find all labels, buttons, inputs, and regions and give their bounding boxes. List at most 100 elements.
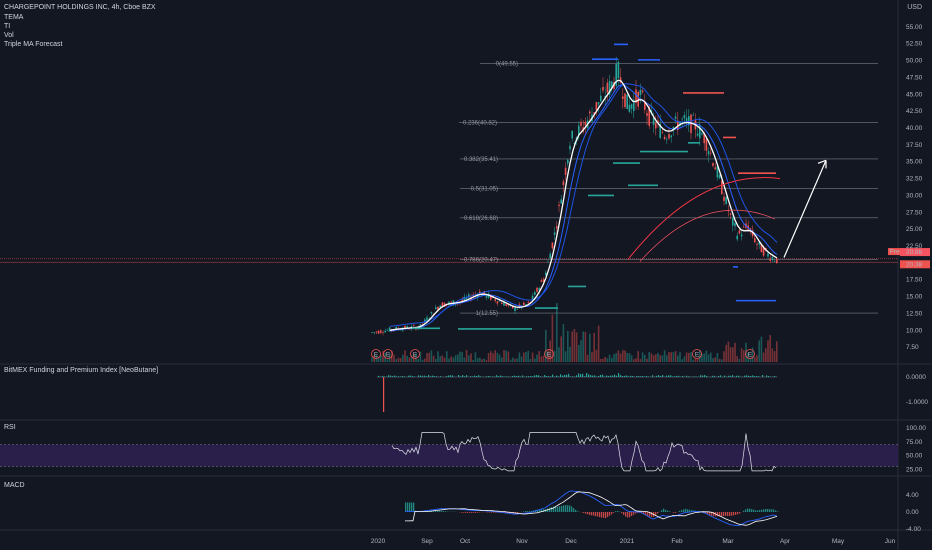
candle-body [426,317,428,322]
funding-bar [648,376,650,377]
volume-bar [540,356,543,362]
volume-bar [567,330,569,362]
currency-label: USD [907,4,922,11]
candle-body [699,124,701,139]
macd-histogram-bar [769,509,771,512]
fib-level-label: 0.618(26.68) [464,216,498,222]
funding-bar [774,376,776,377]
volume-bar [650,353,653,362]
funding-bar [422,375,424,377]
macd-pane-title[interactable]: MACD [4,482,25,489]
price-tick-label: 42.50 [906,108,923,115]
earnings-marker-label: E [386,352,391,359]
funding-bar [506,376,508,377]
candle-body [435,307,437,310]
volume-bar [584,331,587,362]
macd-histogram-bar [661,510,663,512]
volume-bar [674,351,677,362]
funding-bar [392,376,394,377]
candle-body [593,112,595,115]
funding-bar [414,376,416,377]
candle-body [743,226,745,228]
candle-body [395,327,397,331]
funding-bar [632,376,634,377]
candle-body [655,123,657,129]
macd-histogram-bar [683,509,685,512]
volume-bar [633,359,635,362]
forecast-arrow-line [783,160,827,258]
macd-histogram-bar [773,509,775,512]
candle-body [657,120,659,123]
funding-bar [702,375,704,377]
candle-body [580,121,582,126]
funding-bar [738,375,740,377]
volume-bar [494,350,496,362]
indicator-vol[interactable]: Vol [4,32,14,39]
candle-body [644,102,646,110]
candle-body [688,116,690,126]
volume-bar [461,351,463,362]
candle-body [547,261,549,263]
volume-bar [474,352,477,362]
macd-histogram-bar [577,511,579,512]
candle-body [760,243,763,253]
funding-bar [768,375,770,377]
macd-histogram-bar [529,511,531,512]
candle-body [542,279,545,282]
macd-histogram-bar [777,511,779,512]
earnings-marker-circle [544,349,554,359]
indicator-ti[interactable]: TI [4,23,11,30]
volume-bar [377,357,380,362]
macd-histogram-bar [667,510,669,512]
volume-bar [767,340,769,362]
funding-bar [638,375,640,377]
macd-histogram-bar [631,512,633,516]
macd-histogram-bar [605,512,607,519]
volume-bar [606,358,609,362]
candle-body [630,104,633,109]
time-tick-label: Jun [885,538,896,545]
funding-bar [580,374,582,377]
funding-bar [704,375,706,377]
volume-bar [611,357,613,362]
candle-body [639,89,642,96]
candle-body [615,63,617,86]
funding-bar [378,375,380,377]
volume-bar [641,352,644,362]
volume-bar [580,340,582,362]
volume-bar [393,354,395,362]
candle-body [637,91,639,107]
candle-body [692,114,694,116]
funding-bar [766,375,768,377]
volume-bar [514,358,516,362]
funding-bar [486,376,488,377]
funding-bar [388,375,390,377]
indicator-triple-ma[interactable]: Triple MA Forecast [4,41,63,48]
rsi-pane-title[interactable]: RSI [4,424,16,431]
volume-bar [600,358,602,362]
volume-bar [657,352,659,362]
macd-signal-line [405,491,778,526]
macd-histogram-bar [525,511,527,512]
candle-body [375,331,378,333]
volume-bar [776,341,778,362]
volume-bar [749,358,752,362]
volume-bar [452,357,455,362]
funding-bar [628,376,630,377]
indicator-tema[interactable]: TEMA [4,14,24,21]
volume-bar [593,332,595,362]
volume-bar [426,353,428,362]
volume-bar [562,324,565,362]
macd-histogram-bar [473,512,475,513]
macd-histogram-bar [719,512,721,517]
volume-bar [586,354,589,362]
funding-tick-label: -1.0000 [906,399,928,406]
price-tick-label: 10.00 [906,327,923,334]
macd-histogram-bar [463,512,465,513]
macd-histogram-bar [617,510,619,512]
volume-bar [496,352,499,362]
funding-pane-title[interactable]: BitMEX Funding and Premium Index [NeoBut… [4,367,159,374]
volume-bar [765,348,767,362]
macd-histogram-bar [567,505,569,512]
